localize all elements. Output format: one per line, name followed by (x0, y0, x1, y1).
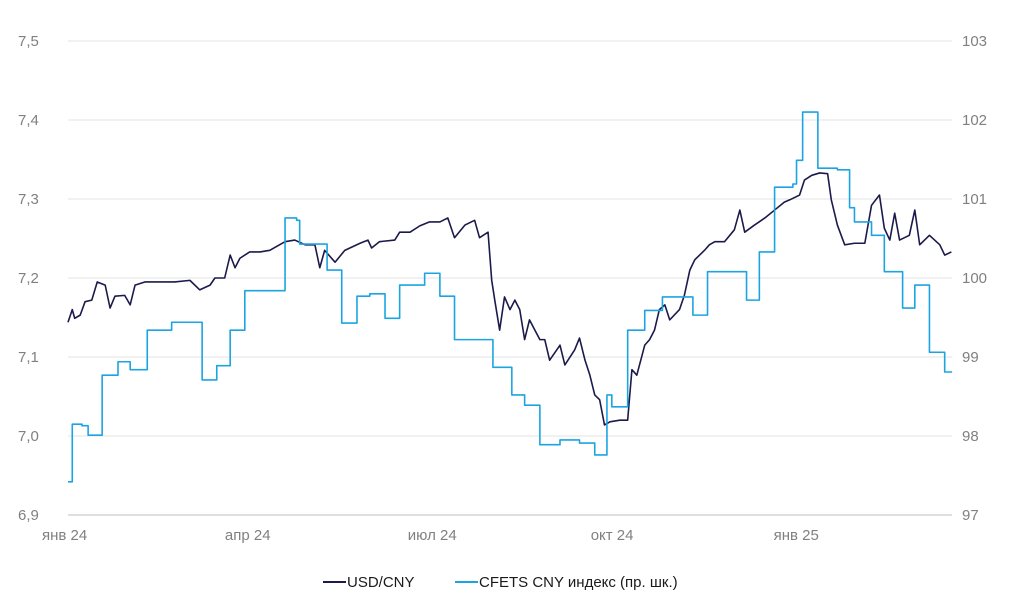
legend: USD/CNY CFETS CNY индекс (пр. шк.) (323, 574, 678, 591)
right-tick-label: 98 (962, 428, 979, 445)
x-tick-label: апр 24 (225, 527, 271, 544)
x-tick-label: янв 25 (774, 527, 819, 544)
gridlines (68, 40, 952, 516)
usdcny-line (67, 172, 952, 426)
right-tick-label: 103 (962, 33, 987, 50)
right-tick-label: 97 (962, 507, 979, 524)
x-tick-label: окт 24 (591, 527, 634, 544)
series-lines (67, 111, 953, 483)
left-tick-label: 7,5 (18, 33, 39, 50)
legend-label-cfets: CFETS CNY индекс (пр. шк.) (479, 574, 678, 591)
left-tick-label: 7,0 (18, 428, 39, 445)
right-tick-label: 99 (962, 349, 979, 366)
left-tick-label: 7,4 (18, 112, 39, 129)
legend-label-usdcny: USD/CNY (347, 574, 415, 591)
right-axis-ticks: 97 98 99 100 101 102 103 (962, 33, 987, 524)
x-axis-ticks: янв 24 апр 24 июл 24 окт 24 янв 25 (42, 527, 819, 544)
left-tick-label: 7,1 (18, 349, 39, 366)
left-tick-label: 7,2 (18, 270, 39, 287)
x-tick-label: янв 24 (42, 527, 87, 544)
cfets-line (68, 111, 953, 483)
right-tick-label: 101 (962, 191, 987, 208)
x-tick-label: июл 24 (408, 527, 457, 544)
right-tick-label: 102 (962, 112, 987, 129)
left-axis-ticks: 6,9 7,0 7,1 7,2 7,3 7,4 7,5 (18, 33, 39, 524)
left-tick-label: 6,9 (18, 507, 39, 524)
left-tick-label: 7,3 (18, 191, 39, 208)
right-tick-label: 100 (962, 270, 987, 287)
